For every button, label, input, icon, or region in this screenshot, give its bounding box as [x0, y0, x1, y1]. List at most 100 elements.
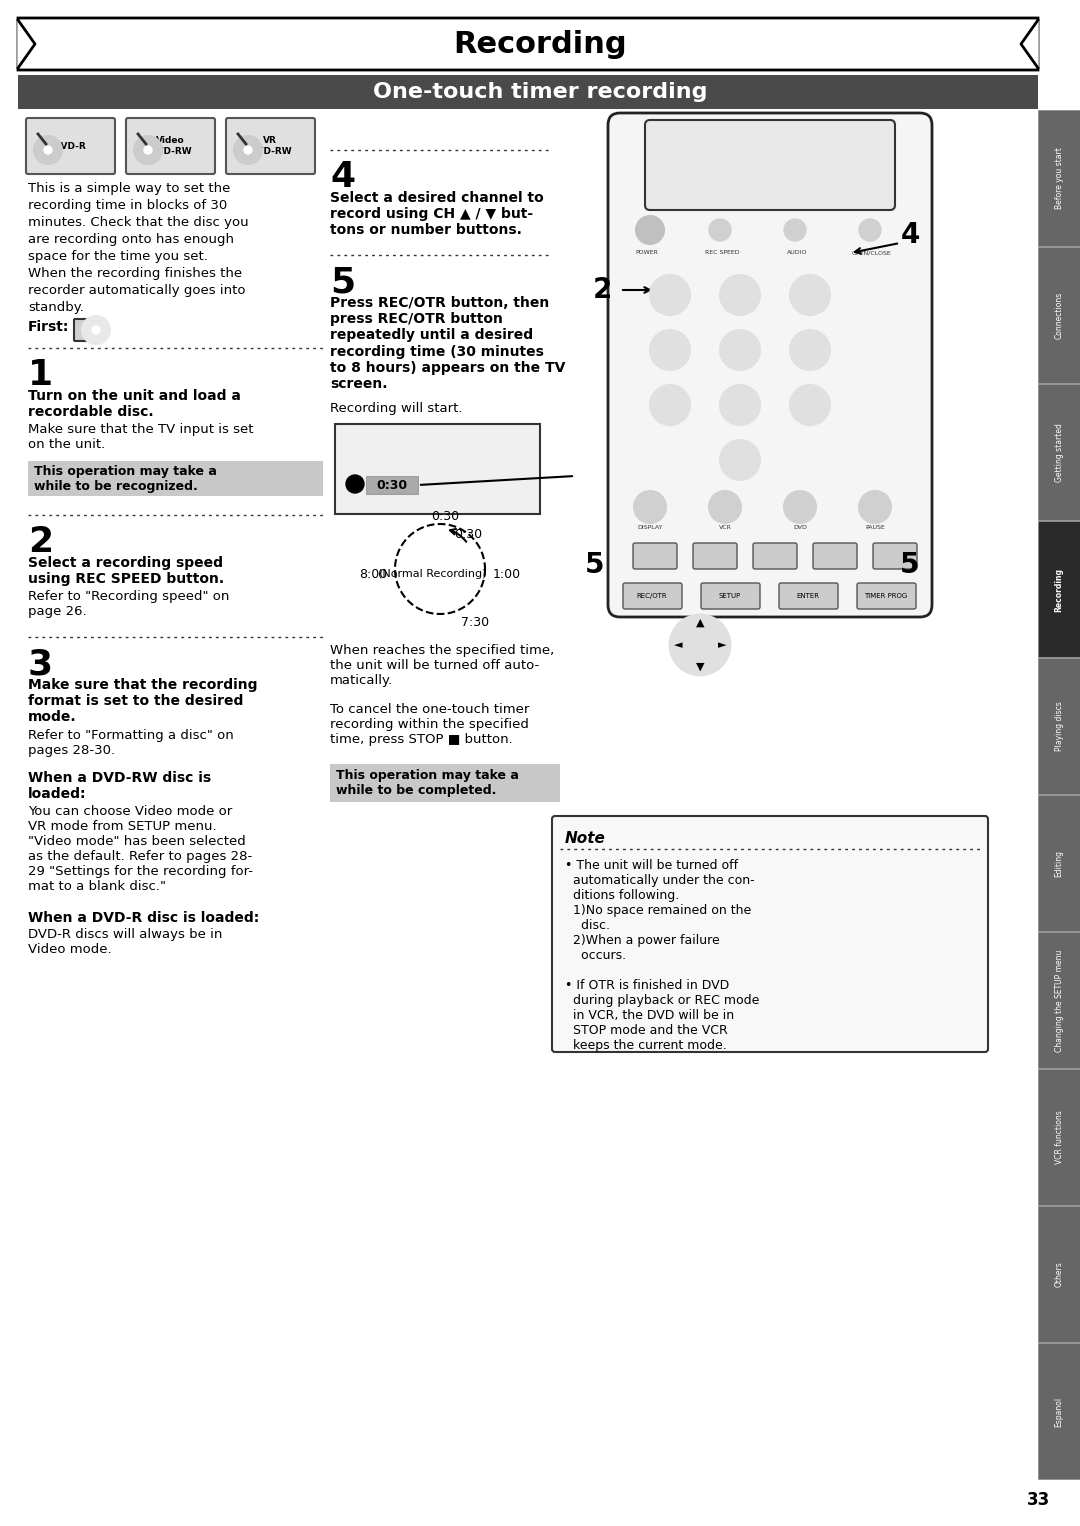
Text: You can choose Video mode or
VR mode from SETUP menu.
"Video mode" has been sele: You can choose Video mode or VR mode fro…: [28, 806, 253, 893]
Text: Select a desired channel to
record using CH ▲ / ▼ but-
tons or number buttons.: Select a desired channel to record using…: [330, 191, 543, 238]
Circle shape: [708, 491, 741, 523]
Circle shape: [708, 220, 731, 241]
Bar: [28, 461, 323, 496]
Text: AUDIO: AUDIO: [786, 250, 807, 255]
Text: Recording: Recording: [454, 29, 626, 58]
Text: ENTER: ENTER: [797, 594, 820, 600]
Text: Refer to "Formatting a disc" on
pages 28-30.: Refer to "Formatting a disc" on pages 28…: [28, 729, 233, 757]
Text: 0:30: 0:30: [377, 479, 407, 491]
Circle shape: [650, 275, 690, 314]
Text: DISPLAY: DISPLAY: [637, 525, 663, 530]
Circle shape: [82, 316, 110, 343]
Text: This operation may take a
while to be completed.: This operation may take a while to be co…: [336, 769, 518, 797]
Text: 1: 1: [28, 359, 53, 392]
Bar: [330, 765, 561, 803]
Circle shape: [144, 146, 152, 154]
Text: 2: 2: [28, 525, 53, 559]
Text: TIMER PROG: TIMER PROG: [864, 594, 907, 600]
Text: 5: 5: [330, 266, 355, 299]
Text: • The unit will be turned off
  automatically under the con-
  ditions following: • The unit will be turned off automatica…: [565, 859, 755, 961]
FancyBboxPatch shape: [75, 319, 91, 340]
Text: POWER: POWER: [635, 250, 659, 255]
Text: ▲: ▲: [696, 618, 704, 629]
Text: minutes. Check that the disc you: minutes. Check that the disc you: [28, 217, 248, 229]
Text: REC/OTR: REC/OTR: [637, 594, 667, 600]
Text: 2: 2: [592, 276, 611, 304]
FancyBboxPatch shape: [693, 543, 737, 569]
Text: VCR: VCR: [718, 525, 731, 530]
Bar: [1038, 1206, 1080, 1341]
Text: ◄: ◄: [674, 639, 683, 650]
Text: ►: ►: [718, 639, 726, 650]
Text: To cancel the one-touch timer
recording within the specified
time, press STOP ■ : To cancel the one-touch timer recording …: [330, 703, 529, 746]
Polygon shape: [1021, 20, 1038, 69]
FancyBboxPatch shape: [26, 118, 114, 174]
FancyBboxPatch shape: [701, 583, 760, 609]
Text: 6
MNO: 6 MNO: [800, 340, 820, 360]
Bar: [335, 424, 540, 514]
Text: (Normal Recording): (Normal Recording): [378, 569, 486, 578]
Text: 5: 5: [585, 551, 605, 578]
Circle shape: [789, 330, 831, 369]
Bar: [1038, 385, 1080, 520]
Bar: [1038, 520, 1080, 658]
Text: Make sure that the TV input is set
on the unit.: Make sure that the TV input is set on th…: [28, 423, 254, 452]
Text: recording time in blocks of 30: recording time in blocks of 30: [28, 198, 227, 212]
Circle shape: [720, 275, 760, 314]
Text: 8
TUV: 8 TUV: [731, 395, 748, 415]
FancyBboxPatch shape: [126, 118, 215, 174]
Text: 0:30: 0:30: [454, 528, 482, 540]
Text: DVD-R discs will always be in
Video mode.: DVD-R discs will always be in Video mode…: [28, 928, 222, 955]
Text: recorder automatically goes into: recorder automatically goes into: [28, 284, 245, 298]
Circle shape: [134, 136, 162, 163]
Text: SETUP: SETUP: [719, 594, 741, 600]
Text: are recording onto has enough: are recording onto has enough: [28, 233, 234, 246]
Text: 1
ABC: 1 ABC: [661, 285, 678, 305]
Text: 5
JKL: 5 JKL: [733, 340, 746, 360]
Text: 9
WXYZ: 9 WXYZ: [798, 395, 822, 415]
Circle shape: [670, 615, 730, 674]
Text: 7
PQRS: 7 PQRS: [659, 395, 681, 415]
Circle shape: [859, 220, 881, 241]
Circle shape: [789, 275, 831, 314]
Text: When the recording finishes the: When the recording finishes the: [28, 267, 242, 279]
Text: DVD-R: DVD-R: [54, 142, 86, 151]
Text: 33: 33: [1026, 1491, 1050, 1509]
Text: This is a simple way to set the: This is a simple way to set the: [28, 182, 230, 195]
Bar: [1038, 795, 1080, 931]
Text: PAUSE: PAUSE: [865, 525, 885, 530]
Bar: [1038, 1343, 1080, 1479]
Circle shape: [859, 491, 891, 523]
Circle shape: [44, 146, 52, 154]
FancyBboxPatch shape: [552, 816, 988, 1051]
Text: 0:30: 0:30: [431, 510, 459, 522]
Text: 4
GHI: 4 GHI: [662, 340, 677, 360]
FancyBboxPatch shape: [813, 543, 858, 569]
Text: 4: 4: [330, 160, 355, 194]
Text: VR
DVD-RW: VR DVD-RW: [248, 136, 292, 156]
Text: When reaches the specified time,
the unit will be turned off auto-
matically.: When reaches the specified time, the uni…: [330, 644, 554, 687]
Bar: [366, 476, 418, 494]
FancyBboxPatch shape: [779, 583, 838, 609]
Circle shape: [33, 136, 62, 163]
Text: DVD: DVD: [793, 525, 807, 530]
Text: Others: Others: [1054, 1262, 1064, 1288]
FancyBboxPatch shape: [633, 543, 677, 569]
Circle shape: [720, 385, 760, 426]
Circle shape: [720, 330, 760, 369]
Text: Getting started: Getting started: [1054, 423, 1064, 482]
Text: 8:00: 8:00: [359, 568, 387, 580]
Text: 3: 3: [28, 647, 53, 681]
Text: Refer to "Recording speed" on
page 26.: Refer to "Recording speed" on page 26.: [28, 591, 229, 618]
Text: When a DVD-R disc is loaded:: When a DVD-R disc is loaded:: [28, 911, 259, 925]
Text: Espanol: Espanol: [1054, 1396, 1064, 1427]
Text: First:: First:: [28, 320, 69, 334]
Text: Connections: Connections: [1054, 291, 1064, 339]
Text: REC SPEED: REC SPEED: [704, 250, 740, 255]
Circle shape: [92, 327, 100, 334]
Text: Select a recording speed
using REC SPEED button.: Select a recording speed using REC SPEED…: [28, 555, 225, 586]
Text: VCR functions: VCR functions: [1054, 1111, 1064, 1164]
FancyBboxPatch shape: [753, 543, 797, 569]
Circle shape: [784, 491, 816, 523]
Text: Note: Note: [565, 832, 606, 845]
